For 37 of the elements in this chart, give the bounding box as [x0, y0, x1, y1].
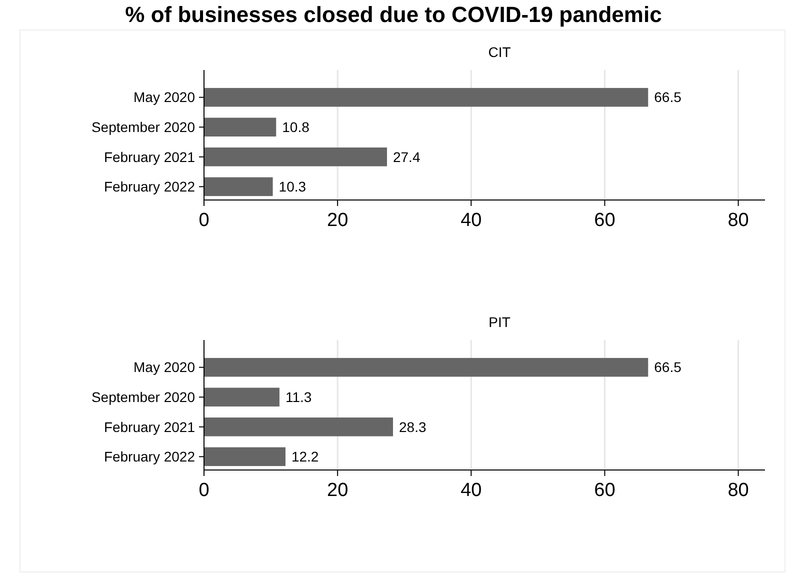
x-tick-label: 0 [198, 480, 210, 501]
data-label: 66.5 [654, 359, 682, 376]
data-label: 27.4 [392, 148, 420, 165]
x-tick-label: 20 [327, 210, 348, 231]
y-tick-label: May 2020 [134, 359, 196, 376]
bar [204, 418, 394, 436]
bar [204, 148, 387, 166]
y-tick-label: September 2020 [91, 389, 196, 406]
chart-subtitle: CIT [488, 44, 512, 60]
chart-subtitle: PIT [488, 314, 511, 330]
bar [204, 88, 648, 107]
y-tick-label: February 2022 [104, 178, 196, 195]
x-tick-label: 60 [594, 210, 616, 231]
bar [204, 447, 286, 466]
data-label: 28.3 [399, 418, 426, 435]
bar [204, 177, 273, 196]
x-tick-label: 20 [327, 480, 348, 501]
x-tick-label: 60 [594, 480, 616, 501]
data-label: 10.8 [282, 119, 310, 136]
bar [204, 388, 280, 406]
x-tick-label: 80 [728, 480, 749, 501]
data-label: 12.2 [291, 448, 319, 465]
x-tick-label: 40 [460, 480, 482, 501]
data-label: 10.3 [278, 178, 306, 195]
y-tick-label: February 2021 [104, 418, 196, 435]
x-tick-label: 40 [460, 210, 482, 231]
bar [204, 118, 276, 136]
y-tick-label: February 2022 [104, 448, 196, 465]
bar [204, 358, 648, 377]
y-tick-label: May 2020 [134, 89, 196, 106]
x-tick-label: 0 [198, 210, 210, 231]
chart-title: % of businesses closed due to COVID-19 pandemic [125, 2, 662, 27]
y-tick-label: September 2020 [91, 119, 196, 136]
y-tick-label: February 2021 [104, 148, 196, 165]
data-label: 11.3 [285, 389, 312, 406]
x-tick-label: 80 [728, 210, 749, 231]
data-label: 66.5 [654, 89, 682, 106]
